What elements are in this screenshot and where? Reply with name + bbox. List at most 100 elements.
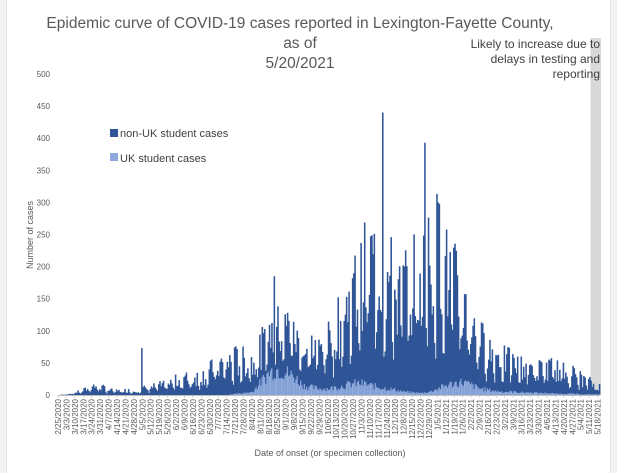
bar-non-uk-student [88, 390, 90, 395]
bar-non-uk-student [442, 353, 444, 395]
x-tick-label: 4/13/2021 [551, 398, 560, 434]
bar-non-uk-student [593, 389, 596, 395]
bar-non-uk-student [538, 360, 541, 395]
bar-uk-student [591, 394, 594, 395]
bar-non-uk-student [565, 372, 567, 395]
bar-non-uk-student [190, 386, 193, 395]
bar-uk-student [261, 376, 264, 395]
bar-non-uk-student [184, 375, 187, 395]
bar-uk-student [406, 391, 408, 395]
bar-non-uk-student [206, 387, 208, 395]
bar-non-uk-student [402, 265, 405, 395]
bar-uk-student [341, 385, 343, 395]
bar-non-uk-student [450, 324, 453, 395]
bar-non-uk-student [408, 335, 411, 395]
bar-uk-student [412, 391, 414, 395]
bar-non-uk-student [171, 383, 173, 395]
bar-non-uk-student [371, 235, 373, 395]
bar-uk-student [530, 391, 532, 395]
bar-non-uk-student [533, 377, 536, 395]
bar-non-uk-student [250, 357, 253, 395]
bar-non-uk-student [330, 343, 332, 395]
x-tick-label: 7/28/2020 [239, 398, 248, 434]
bar-non-uk-student [477, 369, 479, 395]
x-tick-label: 1/19/2021 [450, 398, 459, 434]
bar-uk-student [268, 376, 271, 395]
bar-non-uk-student [85, 390, 88, 395]
bar-non-uk-student [412, 308, 414, 395]
bar-uk-student [339, 388, 342, 395]
bar-non-uk-student [255, 369, 258, 395]
bar-non-uk-student [525, 363, 527, 395]
bar-non-uk-student [325, 359, 327, 395]
bar-non-uk-student [208, 369, 211, 395]
bar-uk-student [407, 390, 409, 395]
x-tick-label: 4/7/2020 [105, 398, 114, 430]
bar-non-uk-student [445, 229, 448, 395]
bar-non-uk-student [372, 254, 374, 395]
bar-non-uk-student [161, 383, 164, 395]
bar-uk-student [453, 385, 455, 395]
bar-non-uk-student [590, 380, 592, 395]
bar-non-uk-student [115, 389, 118, 395]
bar-uk-student [516, 393, 519, 395]
bar-non-uk-student [101, 385, 103, 395]
bar-non-uk-student [177, 385, 179, 395]
bar-non-uk-student [67, 394, 70, 395]
legend-swatch-non-uk [110, 129, 118, 137]
bar-uk-student [297, 384, 300, 395]
x-tick-label: 5/12/2020 [147, 398, 156, 434]
bar-non-uk-student [263, 328, 266, 395]
bar-non-uk-student [551, 376, 554, 395]
bar-uk-student [381, 389, 384, 395]
bar-uk-student [331, 386, 333, 395]
bar-non-uk-student [247, 368, 249, 395]
bar-non-uk-student [286, 312, 289, 395]
bar-uk-student [534, 392, 537, 395]
bar-uk-student [310, 384, 313, 395]
bar-non-uk-student [409, 314, 412, 395]
bar-non-uk-student [225, 369, 227, 395]
bar-non-uk-student [73, 393, 76, 395]
legend-swatch-uk [110, 153, 118, 161]
bar-non-uk-student [495, 354, 497, 395]
bar-uk-student [400, 390, 402, 395]
bar-uk-student [502, 392, 504, 395]
bar-non-uk-student [271, 323, 273, 395]
bar-non-uk-student [201, 385, 203, 395]
bar-uk-student [508, 391, 511, 395]
bar-non-uk-student [125, 392, 128, 395]
bar-uk-student [379, 389, 382, 395]
bar-uk-student [497, 390, 500, 395]
bar-uk-student [578, 393, 580, 395]
bar-uk-student [475, 385, 478, 395]
bar-non-uk-student [121, 392, 124, 395]
bar-non-uk-student [431, 314, 433, 395]
bar-non-uk-student [520, 356, 523, 395]
bar-uk-student [360, 385, 362, 395]
bar-non-uk-student [484, 373, 486, 395]
bar-uk-student [526, 392, 529, 395]
bar-non-uk-student [332, 377, 335, 395]
bar-non-uk-student [369, 236, 372, 395]
bar-uk-student [374, 383, 377, 395]
bar-uk-student [269, 370, 272, 395]
bar-non-uk-student [176, 386, 178, 395]
bar-non-uk-student [345, 296, 348, 395]
bar-uk-student [327, 389, 330, 395]
bar-non-uk-student [70, 394, 72, 395]
bar-non-uk-student [526, 384, 529, 395]
bar-non-uk-student [295, 352, 297, 395]
bar-uk-student [569, 393, 572, 395]
bar-non-uk-student [575, 377, 578, 395]
bar-non-uk-student [515, 373, 518, 395]
bar-non-uk-student [463, 294, 466, 395]
x-tick-label: 2/23/2021 [492, 398, 501, 434]
bar-non-uk-student [414, 316, 417, 395]
bar-non-uk-student [348, 291, 350, 395]
bar-non-uk-student [79, 393, 82, 395]
bar-uk-student [286, 366, 289, 395]
x-tick-label: 7/21/2020 [231, 398, 240, 434]
bar-non-uk-student [149, 389, 152, 395]
